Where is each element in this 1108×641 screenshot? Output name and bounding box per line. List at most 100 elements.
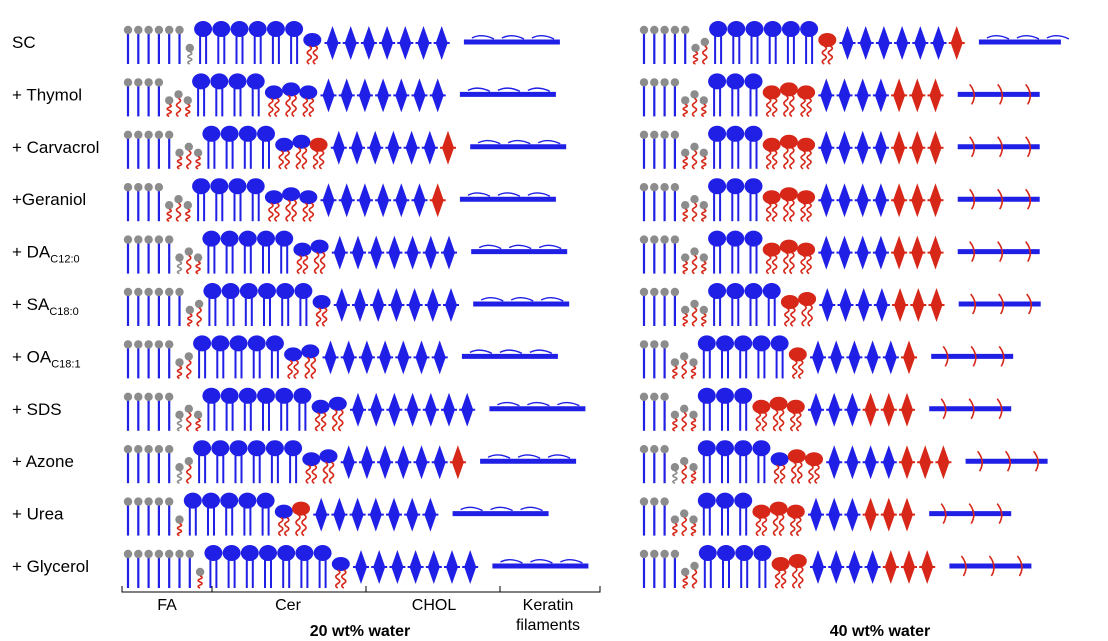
cer-head [708, 73, 727, 90]
keratin-side-chain [529, 349, 553, 355]
row-labels: SC + Thymol + Carvacrol +Geraniol + DAC12:0 +… [12, 33, 99, 576]
schematic-row [639, 440, 1048, 484]
cer-wavy-tail [772, 409, 779, 432]
cer-disordered-head [302, 452, 321, 467]
cer-wavy-tail [322, 461, 329, 484]
keratin-water-chain [1025, 136, 1032, 158]
cer-head [266, 21, 285, 37]
cer-perturbed-head [797, 242, 816, 257]
cer-head [240, 545, 259, 561]
fa-head [639, 183, 649, 192]
fa-perturbed-tail [186, 254, 192, 275]
cer-perturbed-head [769, 396, 788, 411]
fa-head [185, 43, 194, 53]
keratin-water-chain [1032, 450, 1039, 472]
fa-head [699, 96, 708, 105]
cer-perturbed-head [769, 501, 788, 516]
cer-perturbed-head [797, 190, 816, 205]
cer-head [222, 545, 241, 561]
row-label-subscript: C18:1 [51, 358, 80, 370]
cer-head [257, 230, 275, 247]
cer-perturbed-head [762, 242, 781, 257]
keratin-side-chain [478, 244, 502, 250]
cer-head [238, 492, 257, 509]
fa-head [681, 201, 690, 210]
fa-head [175, 358, 184, 367]
cer-wavy-tail [312, 45, 319, 65]
fa-head [639, 235, 649, 244]
keratin-side-chain [1046, 35, 1070, 40]
fa-head [639, 497, 649, 506]
cer-wavy-tail [274, 97, 280, 118]
cer-wavy-tail [332, 409, 338, 432]
panel-20-wt-water [123, 21, 589, 589]
keratin-side-chain [538, 244, 562, 250]
fa-perturbed-tail [701, 260, 707, 275]
keratin-side-chain [469, 349, 493, 355]
fa-head [639, 445, 649, 454]
fa-head [639, 78, 649, 87]
category-bracket [499, 586, 601, 593]
cer-disordered-head [331, 557, 350, 571]
fa-perturbed-tail [176, 365, 183, 380]
cer-head [726, 283, 745, 299]
schematic-row [123, 545, 589, 589]
keratin-water-chain [1004, 450, 1011, 472]
keratin-water-chain [1026, 293, 1033, 315]
cer-wavy-tail [796, 412, 802, 432]
fa-disordered-tail [176, 418, 183, 432]
cer-perturbed-head [779, 239, 798, 254]
keratin-side-chain [467, 192, 491, 197]
cer-wavy-tail [314, 412, 321, 432]
fa-head [650, 25, 659, 35]
fa-head [165, 25, 174, 35]
cer-wavy-tail [797, 461, 803, 484]
cer-wavy-tail [311, 464, 318, 484]
cer-wavy-tail [773, 464, 780, 484]
cer-wavy-tail [798, 566, 804, 589]
fa-perturbed-tail [681, 359, 687, 380]
fa-head [670, 410, 680, 419]
fa-head [175, 148, 184, 157]
fa-head [650, 549, 659, 559]
fa-head [134, 497, 143, 506]
fa-perturbed-tail [186, 464, 192, 484]
right-condition-title: 40 wt% water [830, 623, 930, 640]
cer-wavy-tail [789, 251, 795, 275]
cer-head [285, 21, 304, 37]
cer-head [239, 283, 258, 299]
fa-head [134, 549, 143, 559]
cer-head [753, 545, 772, 561]
cer-wavy-tail [306, 45, 313, 65]
row-label-subscript: C18:0 [49, 306, 78, 318]
fa-head [681, 25, 690, 35]
fa-perturbed-tail [690, 470, 697, 484]
cer-wavy-tail [765, 254, 772, 275]
keratin-side-chain [497, 401, 520, 407]
cer-head [744, 73, 763, 90]
cer-wavy-tail [296, 254, 303, 275]
fa-perturbed-tail [176, 156, 183, 170]
fa-perturbed-tail [672, 365, 678, 380]
cer-perturbed-head [805, 452, 823, 467]
row-label: SC [12, 33, 36, 52]
fa-head [165, 201, 174, 210]
cer-wavy-tail [772, 513, 779, 537]
cer-head [238, 125, 257, 142]
fa-head [689, 515, 698, 524]
cer-head [293, 387, 312, 404]
category-brackets [121, 586, 601, 593]
cer-head [717, 545, 735, 561]
cer-head [220, 387, 239, 404]
keratin-category-label-line2: filaments [516, 617, 580, 634]
cer-head [735, 545, 754, 561]
fa-perturbed-tail [682, 156, 688, 170]
fa-perturbed-tail [691, 97, 698, 118]
cer-wavy-tail [308, 202, 315, 222]
keratin-side-chain [477, 139, 501, 145]
fa-head [134, 78, 143, 87]
cer-disordered-head [303, 33, 322, 47]
cer-head [744, 178, 763, 195]
keratin-water-chain [997, 136, 1004, 158]
cer-wavy-tail [808, 464, 814, 484]
